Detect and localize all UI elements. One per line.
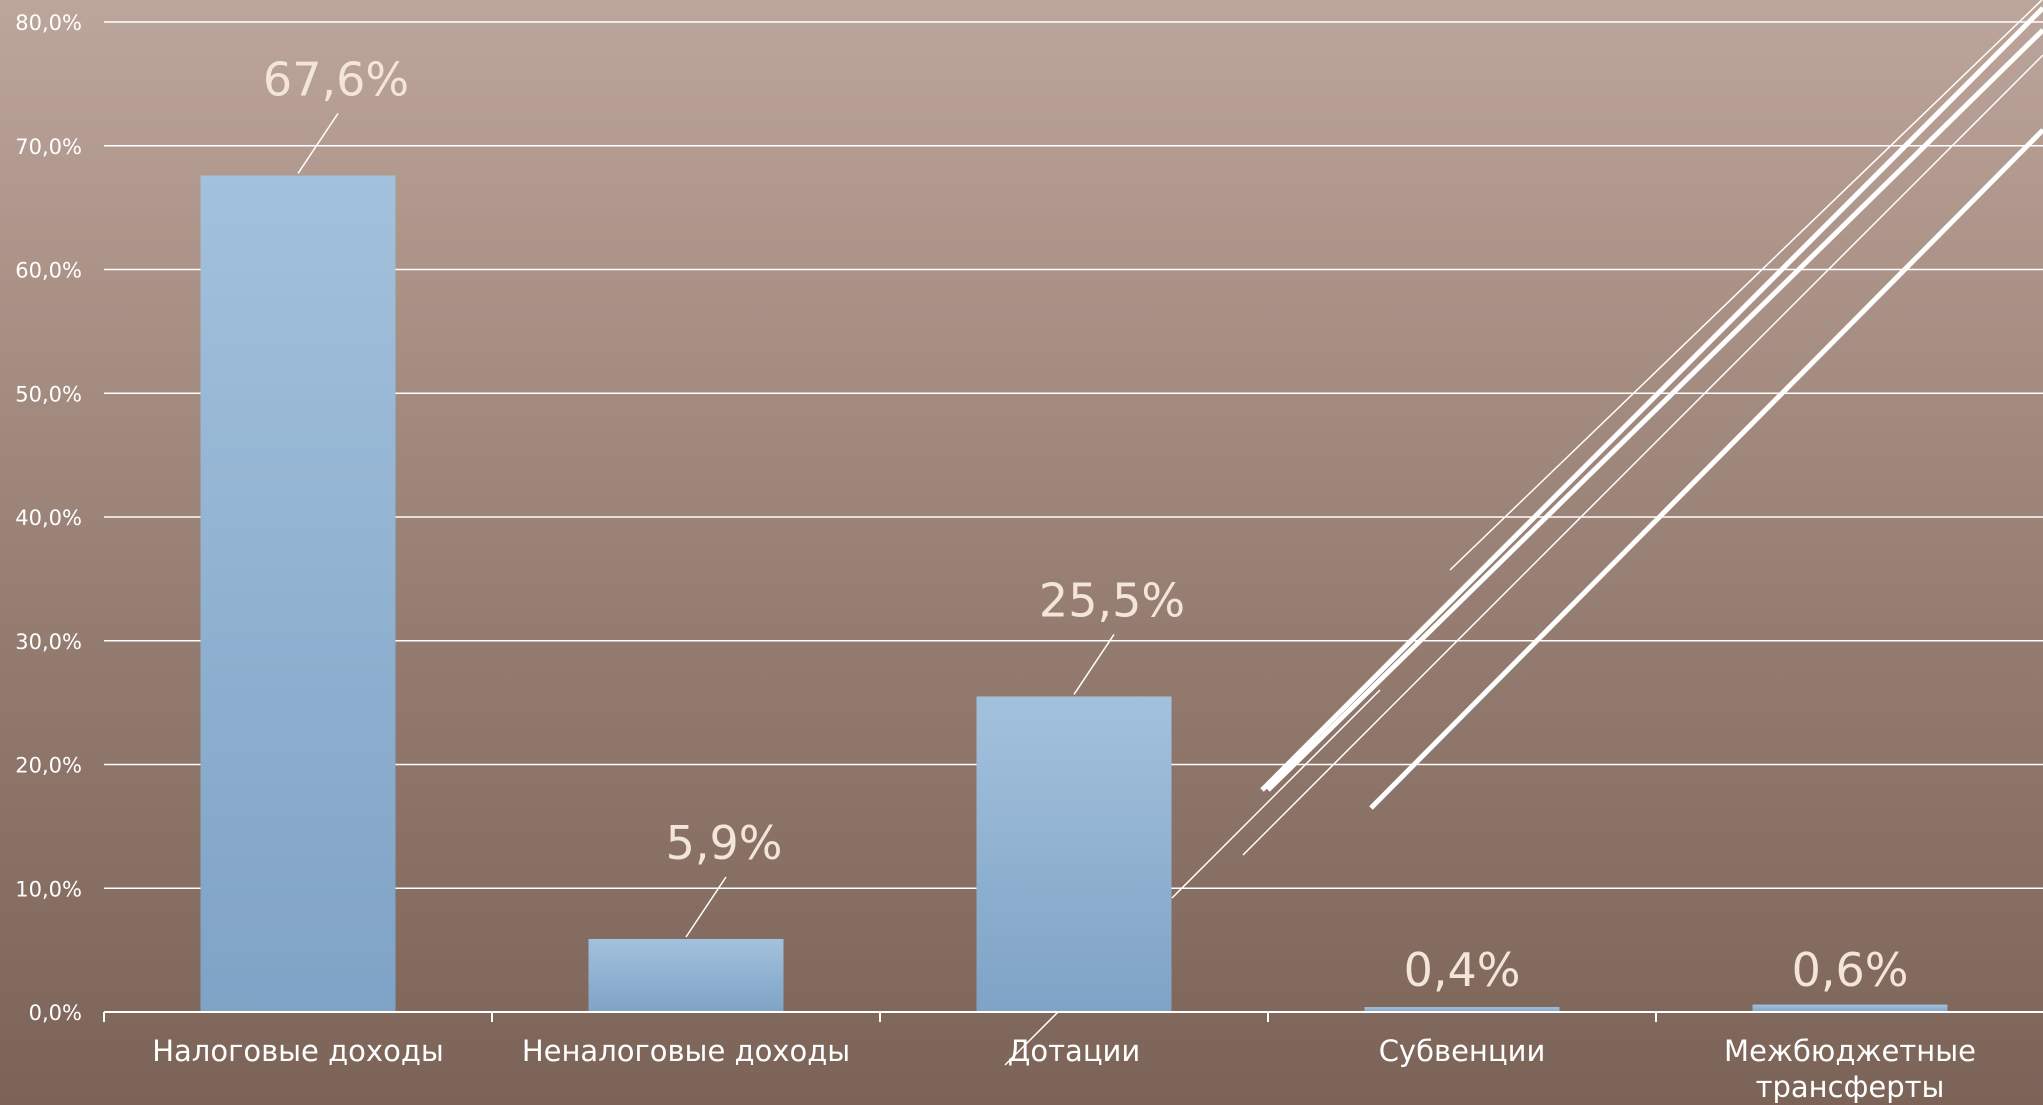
category-label: Субвенции bbox=[1379, 1034, 1546, 1068]
decorative-line bbox=[1266, 28, 2043, 792]
data-label-leader bbox=[1073, 634, 1115, 695]
data-label: 0,4% bbox=[1404, 943, 1521, 997]
y-tick-label: 50,0% bbox=[15, 382, 82, 406]
data-label: 0,6% bbox=[1792, 943, 1909, 997]
data-label: 25,5% bbox=[1039, 573, 1185, 627]
data-labels: 67,6% 5,9% 25,5% 0,4% 0,6% bbox=[263, 52, 1909, 997]
bar bbox=[1364, 1007, 1560, 1012]
y-tick-label: 40,0% bbox=[15, 506, 82, 530]
category-labels: Налоговые доходы Неналоговые доходы Дотаци… bbox=[152, 1034, 1976, 1104]
data-label: 5,9% bbox=[666, 816, 783, 870]
label-leader-lines bbox=[297, 113, 1115, 938]
data-label-leader bbox=[685, 876, 727, 938]
decorative-line bbox=[1260, 6, 2043, 792]
bar bbox=[588, 938, 784, 1012]
decorative-line bbox=[1242, 54, 2043, 856]
y-tick-label: 80,0% bbox=[15, 11, 82, 35]
bars bbox=[200, 175, 1948, 1012]
y-tick-label: 60,0% bbox=[15, 259, 82, 283]
data-label-leader bbox=[297, 113, 339, 174]
decorative-line bbox=[1004, 1009, 1061, 1066]
x-axis bbox=[103, 1011, 2043, 1022]
bar bbox=[200, 175, 396, 1012]
category-label: трансферты bbox=[1756, 1070, 1945, 1104]
y-tick-label: 70,0% bbox=[15, 135, 82, 159]
y-tick-label: 20,0% bbox=[15, 754, 82, 778]
category-label: Налоговые доходы bbox=[152, 1034, 444, 1068]
y-tick-label: 10,0% bbox=[15, 877, 82, 901]
gridlines bbox=[104, 21, 2043, 889]
decorative-line bbox=[1171, 689, 1381, 899]
category-label: Дотации bbox=[1008, 1034, 1141, 1068]
y-tick-label: 30,0% bbox=[15, 630, 82, 654]
decorative-lines bbox=[1004, 0, 2043, 1066]
y-tick-label: 0,0% bbox=[29, 1001, 82, 1025]
category-label: Неналоговые доходы bbox=[522, 1034, 850, 1068]
bar bbox=[1752, 1004, 1948, 1012]
decorative-line bbox=[1369, 128, 2043, 810]
data-label: 67,6% bbox=[263, 52, 409, 106]
y-tick-labels: 0,0% 10,0% 20,0% 30,0% 40,0% 50,0% 60,0% 70,0% 8… bbox=[15, 11, 82, 1025]
bar bbox=[976, 696, 1172, 1012]
category-label: Межбюджетные bbox=[1724, 1034, 1976, 1068]
decorative-line bbox=[1449, 0, 2043, 571]
